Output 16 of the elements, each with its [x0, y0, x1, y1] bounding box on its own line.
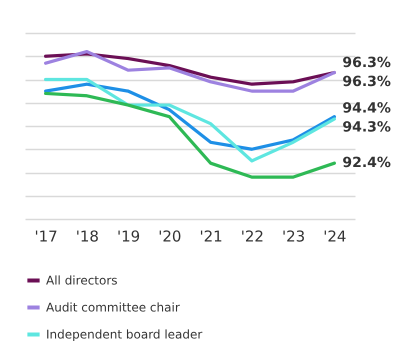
- legend-label: All directors: [46, 274, 118, 288]
- data-label: 94.3%: [342, 119, 391, 136]
- x-tick-label: '19: [117, 228, 140, 246]
- data-label: 94.4%: [342, 100, 391, 116]
- x-tick-label: '18: [76, 228, 99, 246]
- x-tick-label: '21: [200, 228, 223, 246]
- legend-label: Audit committee chair: [46, 300, 180, 314]
- x-tick-label: '23: [282, 228, 306, 246]
- legend-label: Independent board leader: [46, 328, 202, 342]
- x-tick-label: '20: [158, 228, 182, 246]
- data-label: 96.3%: [342, 55, 391, 72]
- data-label: 92.4%: [342, 155, 391, 172]
- x-tick-label: '24: [323, 228, 346, 246]
- data-label: 96.3%: [342, 74, 391, 90]
- x-tick-label: '22: [240, 228, 264, 246]
- x-tick-label: '17: [34, 228, 58, 246]
